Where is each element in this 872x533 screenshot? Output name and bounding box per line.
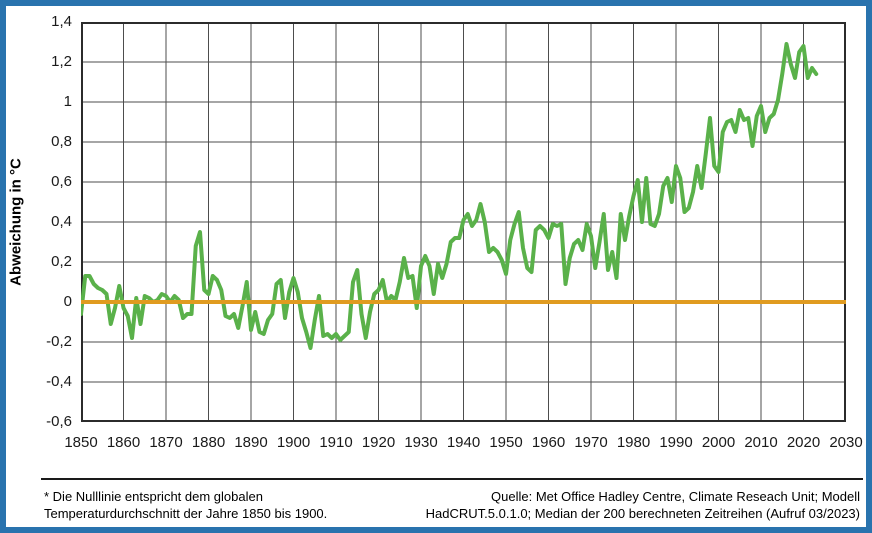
y-tick-label: -0,2 <box>46 333 72 350</box>
x-tick-label: 2030 <box>829 434 863 451</box>
baseline-footnote-line1: * Die Nulllinie entspricht dem globalen <box>44 489 263 504</box>
x-tick-label: 1890 <box>234 434 268 451</box>
x-tick-label: 1960 <box>531 434 566 451</box>
plot-border <box>81 22 846 422</box>
x-tick-label: 1920 <box>361 434 396 451</box>
x-tick-label: 1950 <box>489 434 523 451</box>
y-tick-label: -0,6 <box>46 413 72 430</box>
footer-divider <box>41 478 863 480</box>
x-tick-label: 2020 <box>786 434 821 451</box>
y-tick-label: 0,2 <box>51 253 72 270</box>
x-tick-label: 2000 <box>701 434 736 451</box>
y-tick-label: 1 <box>63 93 72 110</box>
baseline-footnote: * Die Nulllinie entspricht dem globalen … <box>44 488 327 522</box>
x-tick-label: 1990 <box>659 434 693 451</box>
source-line1: Quelle: Met Office Hadley Centre, Climat… <box>491 489 860 504</box>
baseline-footnote-line2: Temperaturdurchschnitt der Jahre 1850 bi… <box>44 506 328 521</box>
plot-area <box>81 22 846 422</box>
y-tick-label: 0 <box>63 293 72 310</box>
y-axis-title: Abweichung in °C <box>7 158 25 286</box>
x-tick-label: 1870 <box>149 434 183 451</box>
x-tick-label: 1980 <box>616 434 651 451</box>
x-tick-label: 2010 <box>744 434 778 451</box>
x-tick-label: 1970 <box>574 434 608 451</box>
source-attribution: Quelle: Met Office Hadley Centre, Climat… <box>426 488 860 522</box>
x-tick-label: 1860 <box>106 434 141 451</box>
x-tick-label: 1900 <box>276 434 311 451</box>
temperature-anomaly-line <box>81 42 819 350</box>
y-tick-label: 0,6 <box>51 173 72 190</box>
x-tick-label: 1880 <box>191 434 226 451</box>
y-tick-label: -0,4 <box>46 373 72 390</box>
x-tick-label: 1930 <box>404 434 438 451</box>
y-tick-label: 1,2 <box>51 53 72 70</box>
x-tick-label: 1940 <box>446 434 481 451</box>
x-tick-label: 1910 <box>319 434 353 451</box>
y-tick-label: 1,4 <box>51 13 72 30</box>
source-line2: HadCRUT.5.0.1.0; Median der 200 berechne… <box>425 506 860 521</box>
y-tick-label: 0,8 <box>51 133 72 150</box>
x-tick-label: 1850 <box>64 434 98 451</box>
y-tick-label: 0,4 <box>51 213 72 230</box>
